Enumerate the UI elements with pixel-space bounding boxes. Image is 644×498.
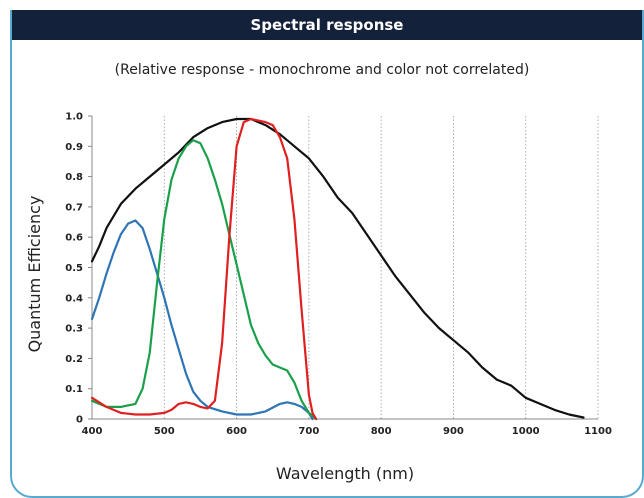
y-tick-label: 0.6 — [65, 233, 83, 244]
y-tick-label: 0.8 — [65, 172, 83, 183]
series-line-3 — [90, 139, 318, 421]
x-tick-label: 600 — [226, 426, 247, 437]
x-tick-label: 900 — [443, 426, 464, 437]
series-line-2 — [90, 219, 314, 421]
series-line-4 — [90, 117, 318, 421]
y-tick-label: 0.7 — [65, 202, 83, 213]
x-tick-label: 400 — [82, 426, 103, 437]
x-tick-label: 1000 — [512, 426, 540, 437]
x-tick-labels: 400 500 600 700 800 900 1000 1100 — [82, 426, 612, 437]
y-tick-labels: 0 0.1 0.2 0.3 0.4 0.5 0.6 0.7 0.8 0.9 1.0 — [65, 112, 92, 426]
panel-header: Spectral response — [12, 10, 642, 40]
x-tick-label: 1100 — [584, 426, 612, 437]
x-tick-label: 700 — [298, 426, 319, 437]
chart-grid — [163, 116, 599, 419]
x-tick-label: 800 — [371, 426, 392, 437]
y-tick-label: 1.0 — [65, 112, 83, 123]
y-tick-label: 0.2 — [65, 354, 83, 365]
y-tick-label: 0.4 — [65, 293, 83, 304]
y-tick-label: 0.5 — [65, 263, 83, 274]
chart-series — [90, 117, 585, 421]
y-tick-label: 0.1 — [65, 384, 83, 395]
spectral-response-panel: Spectral response (Relative response - m… — [10, 10, 644, 498]
y-axis-title: Quantum Efficiency — [25, 196, 44, 353]
y-tick-label: 0.9 — [65, 142, 83, 153]
x-axis-title: Wavelength (nm) — [276, 464, 414, 483]
y-tick-label: 0 — [76, 415, 83, 426]
chart-subtitle: (Relative response - monochrome and colo… — [114, 62, 530, 78]
x-tick-label: 500 — [154, 426, 175, 437]
y-tick-label: 0.3 — [65, 324, 83, 335]
series-line-1 — [90, 117, 585, 419]
